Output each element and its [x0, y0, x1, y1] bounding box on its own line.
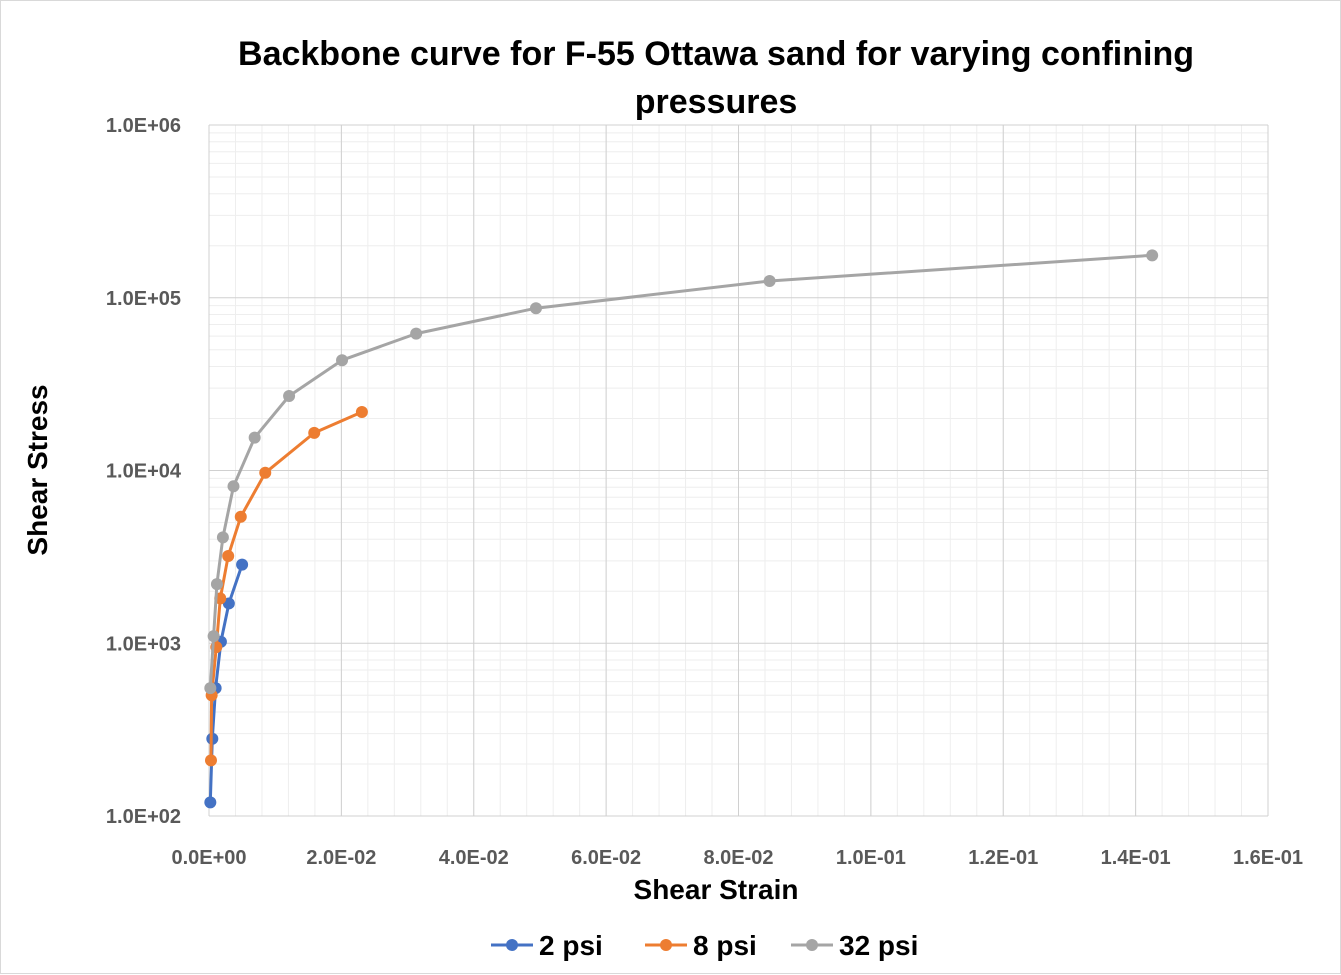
x-tick-label: 0.0E+00 — [171, 847, 246, 869]
data-point-8-psi — [308, 426, 321, 439]
x-tick-label: 1.4E-01 — [1101, 847, 1171, 869]
x-tick-label: 1.2E-01 — [968, 847, 1038, 869]
legend-item-32-psi: 32 psi — [791, 930, 918, 961]
data-point-32-psi — [227, 480, 240, 493]
legend-marker — [660, 939, 672, 951]
data-point-32-psi — [210, 578, 223, 591]
data-point-2-psi — [204, 796, 217, 809]
data-point-32-psi — [283, 389, 296, 402]
legend-item-8-psi: 8 psi — [645, 930, 757, 961]
x-tick-label: 6.0E-02 — [571, 847, 641, 869]
legend-label: 8 psi — [693, 930, 757, 961]
legend-item-2-psi: 2 psi — [491, 930, 603, 961]
legend-marker — [506, 939, 518, 951]
data-point-8-psi — [259, 466, 272, 479]
data-point-32-psi — [529, 302, 542, 315]
x-axis-title: Shear Strain — [634, 874, 799, 905]
series-line-32-psi — [208, 253, 1153, 689]
x-tick-label: 2.0E-02 — [306, 847, 376, 869]
y-tick-label: 1.0E+05 — [106, 288, 181, 310]
data-point-8-psi — [204, 754, 217, 767]
x-tick-label: 1.0E-01 — [836, 847, 906, 869]
tick-labels: 0.0E+00 2.0E-02 4.0E-02 6.0E-02 8.0E-02 1.0E-… — [106, 115, 1303, 869]
grid — [208, 124, 1269, 817]
chart-title-line1: Backbone curve for F-55 Ottawa sand for … — [238, 35, 1194, 73]
x-tick-label: 4.0E-02 — [439, 847, 509, 869]
y-tick-label: 1.0E+03 — [106, 633, 181, 655]
y-tick-label: 1.0E+04 — [106, 461, 182, 483]
data-point-8-psi — [222, 549, 235, 562]
legend-label: 32 psi — [839, 930, 918, 961]
y-axis-title: Shear Stress — [22, 384, 53, 555]
data-point-8-psi — [234, 510, 247, 523]
data-point-32-psi — [763, 275, 776, 288]
series-32-psi — [204, 249, 1159, 695]
chart-title-line2: pressures — [635, 83, 798, 121]
y-tick-label: 1.0E+02 — [106, 806, 181, 828]
data-point-32-psi — [216, 531, 229, 544]
series — [204, 249, 1159, 809]
legend: 2 psi 8 psi 32 psi — [491, 930, 918, 961]
x-tick-label: 1.6E-01 — [1233, 847, 1303, 869]
data-point-8-psi — [355, 406, 368, 419]
legend-label: 2 psi — [539, 930, 603, 961]
data-point-32-psi — [207, 630, 220, 643]
data-point-32-psi — [336, 354, 349, 367]
y-tick-label: 1.0E+06 — [106, 115, 181, 137]
data-point-32-psi — [1146, 249, 1159, 262]
legend-marker — [806, 939, 818, 951]
data-point-2-psi — [236, 558, 249, 571]
x-tick-label: 8.0E-02 — [703, 847, 773, 869]
data-point-32-psi — [248, 431, 261, 444]
data-point-32-psi — [204, 682, 217, 695]
data-point-32-psi — [410, 327, 423, 340]
